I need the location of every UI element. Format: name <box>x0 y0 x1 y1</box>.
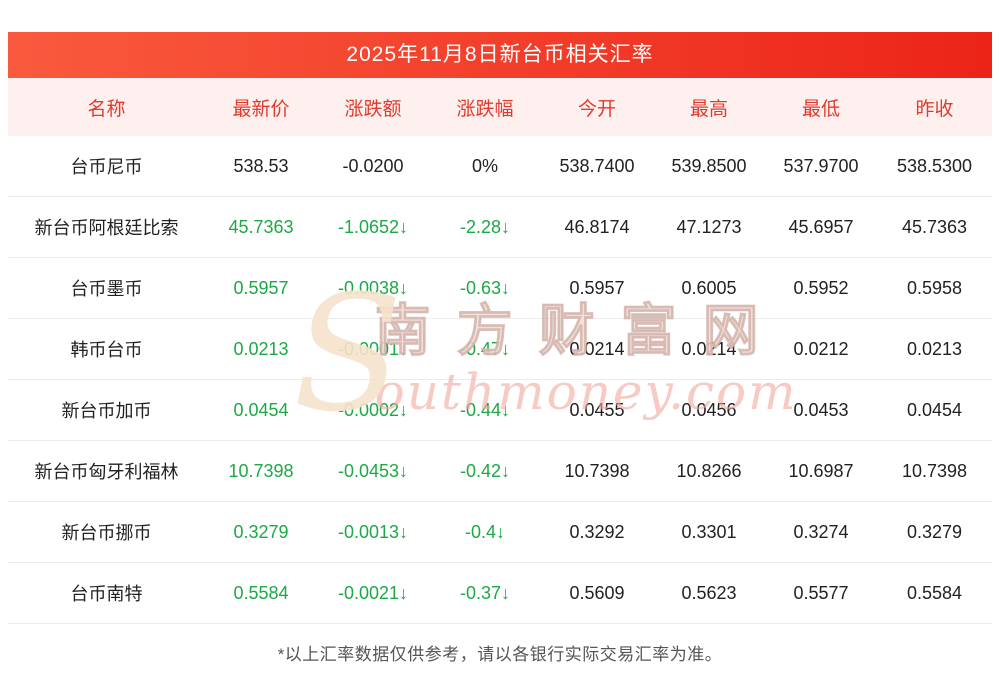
rates-table: 名称 最新价 涨跌额 涨跌幅 今开 最高 最低 昨收 台币尼币 538.53 -… <box>8 78 992 624</box>
table-row: 新台币匈牙利福林 10.7398 -0.0453↓ -0.42↓ 10.7398… <box>8 441 992 502</box>
cell-latest: 0.5584 <box>233 582 289 603</box>
table-row: 韩币台币 0.0213 -0.0001↓ -0.47↓ 0.0214 0.021… <box>8 319 992 380</box>
column-header-high: 最高 <box>689 98 728 120</box>
cell-low: 0.5952 <box>793 277 849 298</box>
cell-change: -0.0453↓ <box>337 460 409 481</box>
cell-pct: -2.28↓ <box>459 216 511 237</box>
cell-low: 0.0212 <box>793 338 849 359</box>
column-header-prev: 昨收 <box>915 98 954 120</box>
cell-latest: 0.3279 <box>233 521 289 542</box>
table-row: 新台币挪币 0.3279 -0.0013↓ -0.4↓ 0.3292 0.330… <box>8 502 992 563</box>
cell-open: 0.0455 <box>569 399 625 420</box>
cell-latest: 0.0454 <box>233 399 289 420</box>
cell-open: 10.7398 <box>564 460 630 481</box>
cell-high: 0.5623 <box>681 582 737 603</box>
cell-name: 韩币台币 <box>70 340 143 360</box>
cell-open: 538.7400 <box>559 155 635 176</box>
column-header-latest: 最新价 <box>232 98 290 120</box>
cell-open: 0.0214 <box>569 338 625 359</box>
cell-high: 0.6005 <box>681 277 737 298</box>
cell-open: 0.5957 <box>569 277 625 298</box>
table-row: 新台币阿根廷比索 45.7363 -1.0652↓ -2.28↓ 46.8174… <box>8 197 992 258</box>
cell-name: 台币尼币 <box>70 157 143 177</box>
cell-open: 46.8174 <box>564 216 630 237</box>
cell-latest: 538.53 <box>233 155 289 176</box>
cell-prev: 0.3279 <box>906 521 963 542</box>
cell-low: 0.0453 <box>793 399 849 420</box>
cell-pct: -0.37↓ <box>459 582 511 603</box>
cell-low: 10.6987 <box>788 460 854 481</box>
cell-low: 45.6957 <box>788 216 854 237</box>
cell-high: 0.3301 <box>681 521 737 542</box>
cell-name: 新台币挪币 <box>61 523 152 543</box>
cell-latest: 0.5957 <box>233 277 289 298</box>
page-title: 2025年11月8日新台币相关汇率 <box>8 32 992 78</box>
cell-low: 0.3274 <box>793 521 849 542</box>
cell-change: -0.0038↓ <box>337 277 409 298</box>
cell-prev: 0.0454 <box>906 399 963 420</box>
cell-change: -0.0002↓ <box>337 399 409 420</box>
cell-open: 0.5609 <box>569 582 625 603</box>
cell-change: -0.0013↓ <box>337 521 409 542</box>
cell-pct: 0% <box>471 155 498 176</box>
cell-high: 539.8500 <box>671 155 747 176</box>
table-row: 新台币加币 0.0454 -0.0002↓ -0.44↓ 0.0455 0.04… <box>8 380 992 441</box>
table-row: 台币南特 0.5584 -0.0021↓ -0.37↓ 0.5609 0.562… <box>8 563 992 624</box>
cell-high: 0.0456 <box>681 399 737 420</box>
cell-change: -0.0021↓ <box>337 582 409 603</box>
cell-prev: 0.0213 <box>906 338 963 359</box>
table-header-row: 名称 最新价 涨跌额 涨跌幅 今开 最高 最低 昨收 <box>8 78 992 136</box>
table-row: 台币墨币 0.5957 -0.0038↓ -0.63↓ 0.5957 0.600… <box>8 258 992 319</box>
cell-change: -0.0200 <box>342 155 404 176</box>
cell-pct: -0.42↓ <box>459 460 511 481</box>
cell-name: 新台币阿根廷比索 <box>34 218 179 238</box>
column-header-pct: 涨跌幅 <box>456 98 514 120</box>
cell-open: 0.3292 <box>569 521 625 542</box>
cell-name: 新台币加币 <box>61 401 152 421</box>
column-header-open: 今开 <box>577 98 616 120</box>
cell-pct: -0.4↓ <box>464 521 506 542</box>
cell-prev: 0.5958 <box>906 277 963 298</box>
cell-prev: 45.7363 <box>901 216 968 237</box>
cell-name: 台币南特 <box>70 584 143 604</box>
cell-prev: 538.5300 <box>896 155 973 176</box>
cell-latest: 0.0213 <box>233 338 289 359</box>
cell-name: 新台币匈牙利福林 <box>34 462 179 482</box>
cell-high: 47.1273 <box>676 216 742 237</box>
cell-prev: 10.7398 <box>901 460 968 481</box>
cell-change: -1.0652↓ <box>337 216 409 237</box>
cell-pct: -0.63↓ <box>459 277 511 298</box>
table-row: 台币尼币 538.53 -0.0200 0% 538.7400 539.8500… <box>8 136 992 197</box>
column-header-name: 名称 <box>87 98 126 120</box>
cell-low: 537.9700 <box>783 155 859 176</box>
cell-low: 0.5577 <box>793 582 849 603</box>
cell-prev: 0.5584 <box>906 582 963 603</box>
cell-pct: -0.47↓ <box>459 338 511 359</box>
cell-name: 台币墨币 <box>70 279 143 299</box>
cell-high: 10.8266 <box>676 460 742 481</box>
cell-latest: 45.7363 <box>228 216 294 237</box>
column-header-low: 最低 <box>801 98 840 120</box>
cell-change: -0.0001↓ <box>337 338 409 359</box>
column-header-change: 涨跌额 <box>344 98 402 120</box>
cell-pct: -0.44↓ <box>459 399 511 420</box>
cell-high: 0.0214 <box>681 338 737 359</box>
disclaimer-text: *以上汇率数据仅供参考，请以各银行实际交易汇率为准。 <box>277 645 723 664</box>
cell-latest: 10.7398 <box>228 460 294 481</box>
